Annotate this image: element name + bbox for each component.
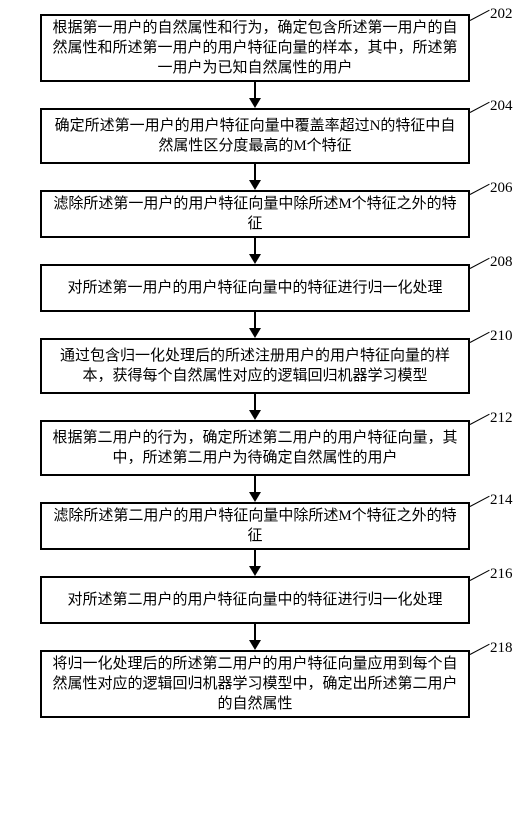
leader-line-212 — [470, 414, 490, 425]
arrow-line-214 — [254, 550, 256, 566]
step-box-204: 确定所述第一用户的用户特征向量中覆盖率超过N的特征中自然属性区分度最高的M个特征 — [40, 108, 470, 164]
leader-line-218 — [470, 644, 490, 655]
leader-line-214 — [470, 496, 490, 507]
step-number-202: 202 — [490, 6, 513, 23]
leader-line-202 — [470, 10, 490, 21]
step-box-210: 通过包含归一化处理后的所述注册用户的用户特征向量的样本，获得每个自然属性对应的逻… — [40, 338, 470, 394]
arrow-line-212 — [254, 476, 256, 492]
arrow-line-210 — [254, 394, 256, 410]
step-box-212: 根据第二用户的行为，确定所述第二用户的用户特征向量，其中，所述第二用户为待确定自… — [40, 420, 470, 476]
step-box-218: 将归一化处理后的所述第二用户的用户特征向量应用到每个自然属性对应的逻辑回归机器学… — [40, 650, 470, 718]
arrow-line-202 — [254, 82, 256, 98]
arrow-line-208 — [254, 312, 256, 328]
arrow-head-208 — [249, 328, 261, 338]
arrow-head-214 — [249, 566, 261, 576]
step-text-218: 将归一化处理后的所述第二用户的用户特征向量应用到每个自然属性对应的逻辑回归机器学… — [52, 654, 458, 715]
arrow-line-206 — [254, 238, 256, 254]
step-text-202: 根据第一用户的自然属性和行为，确定包含所述第一用户的自然属性和所述第一用户的用户… — [52, 18, 458, 79]
step-text-210: 通过包含归一化处理后的所述注册用户的用户特征向量的样本，获得每个自然属性对应的逻… — [52, 346, 458, 387]
step-number-218: 218 — [490, 640, 513, 657]
step-number-206: 206 — [490, 180, 513, 197]
step-number-204: 204 — [490, 98, 513, 115]
step-box-206: 滤除所述第一用户的用户特征向量中除所述M个特征之外的特征 — [40, 190, 470, 238]
step-number-214: 214 — [490, 492, 513, 509]
step-number-210: 210 — [490, 328, 513, 345]
step-box-216: 对所述第二用户的用户特征向量中的特征进行归一化处理 — [40, 576, 470, 624]
step-box-214: 滤除所述第二用户的用户特征向量中除所述M个特征之外的特征 — [40, 502, 470, 550]
arrow-head-212 — [249, 492, 261, 502]
flowchart-canvas: 根据第一用户的自然属性和行为，确定包含所述第一用户的自然属性和所述第一用户的用户… — [0, 0, 532, 832]
arrow-head-216 — [249, 640, 261, 650]
step-number-208: 208 — [490, 254, 513, 271]
step-text-206: 滤除所述第一用户的用户特征向量中除所述M个特征之外的特征 — [52, 194, 458, 235]
step-number-216: 216 — [490, 566, 513, 583]
step-box-202: 根据第一用户的自然属性和行为，确定包含所述第一用户的自然属性和所述第一用户的用户… — [40, 14, 470, 82]
arrow-head-204 — [249, 180, 261, 190]
step-text-212: 根据第二用户的行为，确定所述第二用户的用户特征向量，其中，所述第二用户为待确定自… — [52, 428, 458, 469]
step-text-208: 对所述第一用户的用户特征向量中的特征进行归一化处理 — [67, 278, 442, 298]
step-number-212: 212 — [490, 410, 513, 427]
arrow-line-204 — [254, 164, 256, 180]
leader-line-206 — [470, 184, 490, 195]
step-text-204: 确定所述第一用户的用户特征向量中覆盖率超过N的特征中自然属性区分度最高的M个特征 — [52, 116, 458, 157]
step-text-214: 滤除所述第二用户的用户特征向量中除所述M个特征之外的特征 — [52, 506, 458, 547]
leader-line-204 — [470, 102, 490, 113]
arrow-head-206 — [249, 254, 261, 264]
step-text-216: 对所述第二用户的用户特征向量中的特征进行归一化处理 — [67, 590, 442, 610]
step-box-208: 对所述第一用户的用户特征向量中的特征进行归一化处理 — [40, 264, 470, 312]
arrow-head-210 — [249, 410, 261, 420]
arrow-head-202 — [249, 98, 261, 108]
leader-line-210 — [470, 332, 490, 343]
arrow-line-216 — [254, 624, 256, 640]
leader-line-208 — [470, 258, 490, 269]
leader-line-216 — [470, 570, 490, 581]
